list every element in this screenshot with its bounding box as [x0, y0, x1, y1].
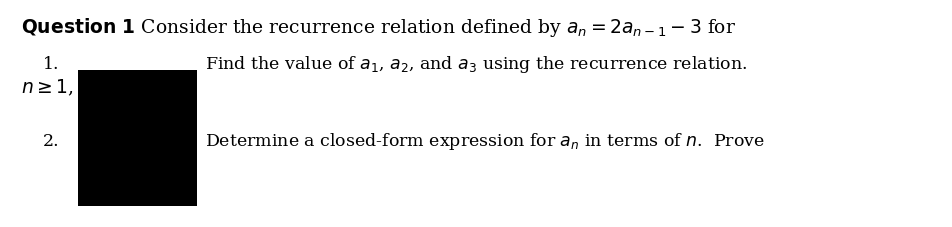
Text: Determine a closed-form expression for $a_n$ in terms of $n$.  Prove: Determine a closed-form expression for $… [205, 130, 764, 151]
Text: your answer: your answer [78, 187, 188, 204]
Text: 2.: 2. [43, 132, 59, 149]
Text: 1.: 1. [43, 56, 59, 73]
Bar [78, 70, 197, 207]
Text: Find the value of $a_1$, $a_2$, and $a_3$ using the recurrence relation.: Find the value of $a_1$, $a_2$, and $a_3… [205, 54, 747, 75]
Text: $n \geq 1$, with $a_0 = 5$.: $n \geq 1$, with $a_0 = 5$. [21, 77, 188, 98]
Text: $\bf{Question\ 1}$ Consider the recurrence relation defined by $a_n = 2a_{n-1} -: $\bf{Question\ 1}$ Consider the recurren… [21, 16, 736, 39]
